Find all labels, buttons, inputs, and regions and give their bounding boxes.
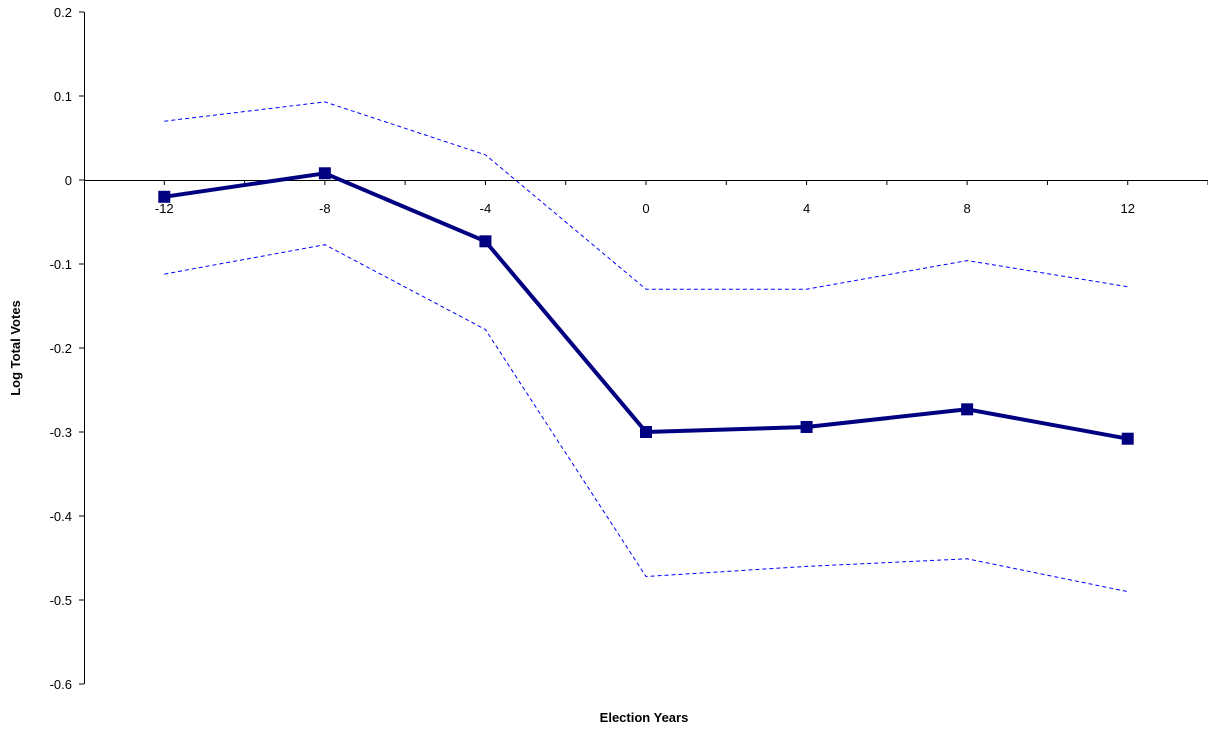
x-tick-label: -12 <box>155 201 174 216</box>
tick-labels: 0.2 0.1 0 -0.1 -0.2 -0.3 -0.4 -0.5 -0.6 -12 -8 -4 0 4… <box>50 5 1135 692</box>
y-tick-label: -0.3 <box>50 425 72 440</box>
x-tick-label: 8 <box>964 201 971 216</box>
x-axis-title: Election Years <box>600 710 689 725</box>
data-point-estimate <box>800 420 813 433</box>
data-point-estimate <box>158 190 171 203</box>
x-tick-label: 12 <box>1120 201 1134 216</box>
data-point-estimate <box>961 403 974 416</box>
series-line-upper-bound <box>164 101 1128 290</box>
x-tick-label: 0 <box>642 201 649 216</box>
y-tick-label: -0.2 <box>50 341 72 356</box>
data-point-estimate <box>479 235 492 248</box>
x-tick-label: -4 <box>480 201 492 216</box>
x-tick-label: -8 <box>319 201 331 216</box>
y-tick-label: 0 <box>65 173 72 188</box>
y-tick-label: -0.5 <box>50 593 72 608</box>
y-tick-label: 0.1 <box>54 89 72 104</box>
x-tick-label: 4 <box>803 201 810 216</box>
series-group <box>158 101 1134 593</box>
y-axis-title: Log Total Votes <box>8 300 23 396</box>
data-point-estimate <box>640 426 652 438</box>
y-tick-label: -0.6 <box>50 677 72 692</box>
data-point-estimate <box>318 167 331 180</box>
axes <box>79 11 1208 685</box>
y-tick-label: -0.1 <box>50 257 72 272</box>
y-tick-label: 0.2 <box>54 5 72 20</box>
data-point-estimate <box>1121 432 1134 445</box>
y-tick-label: -0.4 <box>50 509 72 524</box>
series-line-lower-bound <box>164 244 1128 593</box>
